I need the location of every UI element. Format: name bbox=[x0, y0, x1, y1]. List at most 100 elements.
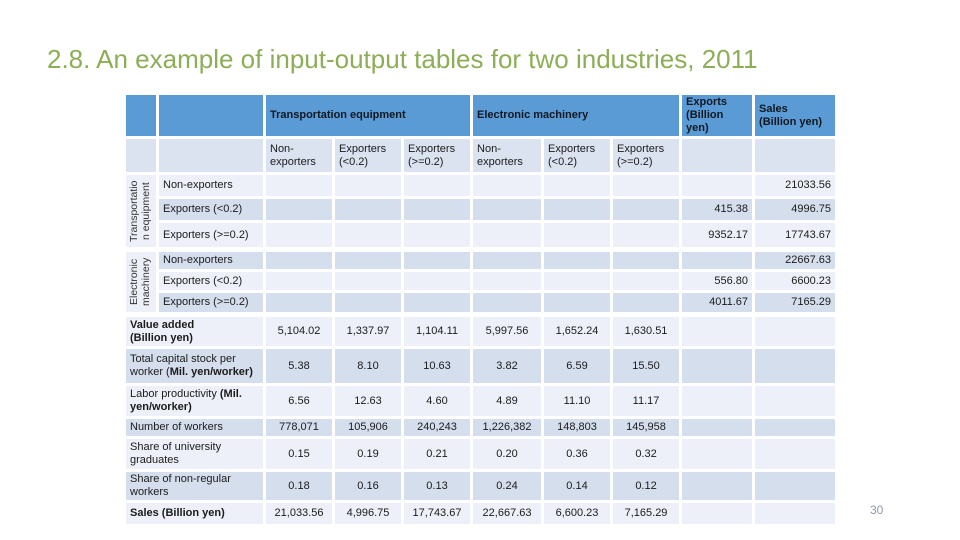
stat-value-cell: 22,667.63 bbox=[473, 503, 542, 524]
stat-row-label: Labor productivity (Mil. yen/worker) bbox=[126, 386, 263, 416]
empty-cell bbox=[335, 272, 401, 290]
stat-value-cell: 240,243 bbox=[404, 419, 471, 436]
empty-cell bbox=[266, 293, 332, 312]
empty-cell bbox=[266, 250, 332, 269]
empty-cell bbox=[682, 419, 753, 436]
table-row: Number of workers 778,071 105,906 240,24… bbox=[126, 419, 836, 436]
empty-cell bbox=[335, 199, 401, 220]
empty-cell bbox=[159, 139, 263, 172]
empty-cell bbox=[126, 95, 156, 136]
col-header-exports: Exports (Billion yen) bbox=[682, 95, 753, 136]
exports-header-line2: (Billion yen) bbox=[686, 109, 724, 134]
empty-cell bbox=[755, 139, 836, 172]
empty-cell bbox=[404, 250, 471, 269]
empty-cell bbox=[682, 472, 753, 500]
empty-cell bbox=[682, 439, 753, 469]
stat-value-cell: 6.56 bbox=[266, 386, 332, 416]
empty-cell bbox=[682, 386, 753, 416]
empty-cell bbox=[473, 175, 542, 196]
stat-label-line1: Value added bbox=[130, 318, 195, 331]
table-row: Labor productivity (Mil. yen/worker) 6.5… bbox=[126, 386, 836, 416]
exports-value-cell: 9352.17 bbox=[682, 223, 753, 247]
subcol-header-em-exporters-ge02: Exporters (>=0.2) bbox=[613, 139, 680, 172]
empty-cell bbox=[755, 419, 836, 436]
table-row: Exporters (>=0.2) 9352.17 17743.67 bbox=[126, 223, 836, 247]
stat-value-cell: 0.36 bbox=[544, 439, 611, 469]
stat-value-cell: 0.13 bbox=[404, 472, 471, 500]
subcol-header-te-exporters-ge02: Exporters (>=0.2) bbox=[404, 139, 471, 172]
row-label: Exporters (>=0.2) bbox=[159, 293, 263, 312]
table-row: Exporters (<0.2) 415.38 4996.75 bbox=[126, 199, 836, 220]
empty-cell bbox=[404, 199, 471, 220]
empty-cell bbox=[473, 199, 542, 220]
empty-cell bbox=[544, 250, 611, 269]
empty-cell bbox=[266, 272, 332, 290]
page-number: 30 bbox=[870, 503, 884, 517]
exports-value-cell: 556.80 bbox=[682, 272, 753, 290]
empty-cell bbox=[335, 223, 401, 247]
stat-value-cell: 5,104.02 bbox=[266, 315, 332, 346]
stat-value-cell: 1,652.24 bbox=[544, 315, 611, 346]
row-label: Exporters (>=0.2) bbox=[159, 223, 263, 247]
empty-cell bbox=[473, 293, 542, 312]
exports-value-cell bbox=[682, 250, 753, 269]
empty-cell bbox=[544, 293, 611, 312]
empty-cell bbox=[613, 293, 680, 312]
stat-value-cell: 145,958 bbox=[613, 419, 680, 436]
stat-value-cell: 10.63 bbox=[404, 349, 471, 383]
empty-cell bbox=[544, 223, 611, 247]
empty-cell bbox=[473, 250, 542, 269]
stat-value-cell: 8.10 bbox=[335, 349, 401, 383]
empty-cell bbox=[159, 95, 263, 136]
empty-cell bbox=[755, 439, 836, 469]
empty-cell bbox=[404, 293, 471, 312]
table-row: Share of university graduates 0.15 0.19 … bbox=[126, 439, 836, 469]
sales-header-line1: Sales bbox=[759, 102, 788, 115]
sales-value-cell: 22667.63 bbox=[755, 250, 836, 269]
row-label: Non-exporters bbox=[159, 175, 263, 196]
stat-row-label: Number of workers bbox=[126, 419, 263, 436]
subcol-header-te-exporters-lt02: Exporters (<0.2) bbox=[335, 139, 401, 172]
stat-row-label: Share of university graduates bbox=[126, 439, 263, 469]
table-row: Transportation equipment Non-exporters 2… bbox=[126, 175, 836, 247]
stat-value-cell: 6.59 bbox=[544, 349, 611, 383]
stat-value-cell: 7,165.29 bbox=[613, 503, 680, 524]
stat-value-cell: 1,104.11 bbox=[404, 315, 471, 346]
stat-label-text: Labor productivity bbox=[130, 388, 220, 400]
sales-value-cell: 6600.23 bbox=[755, 272, 836, 290]
stat-value-cell: 0.16 bbox=[335, 472, 401, 500]
empty-cell bbox=[126, 139, 156, 172]
empty-cell bbox=[266, 199, 332, 220]
row-label: Non-exporters bbox=[159, 250, 263, 269]
stat-label-bold: (Mil. yen/worker) bbox=[130, 388, 242, 413]
table-row: Share of non-regular workers 0.18 0.16 0… bbox=[126, 472, 836, 500]
stat-value-cell: 0.15 bbox=[266, 439, 332, 469]
empty-cell bbox=[682, 315, 753, 346]
stat-value-cell: 21,033.56 bbox=[266, 503, 332, 524]
empty-cell bbox=[755, 503, 836, 524]
empty-cell bbox=[544, 272, 611, 290]
sales-value-cell: 7165.29 bbox=[755, 293, 836, 312]
stat-value-cell: 15.50 bbox=[613, 349, 680, 383]
stat-row-label: Sales (Billion yen) bbox=[126, 503, 263, 524]
empty-cell bbox=[473, 223, 542, 247]
stat-value-cell: 0.32 bbox=[613, 439, 680, 469]
empty-cell bbox=[613, 272, 680, 290]
exports-value-cell: 415.38 bbox=[682, 199, 753, 220]
sales-header-line2: (Billion yen) bbox=[759, 115, 822, 128]
stat-value-cell: 0.14 bbox=[544, 472, 611, 500]
table-row: Total capital stock per worker (Mil. yen… bbox=[126, 349, 836, 383]
stat-value-cell: 1,630.51 bbox=[613, 315, 680, 346]
subcol-header-em-non-exporters: Non-exporters bbox=[473, 139, 542, 172]
stat-value-cell: 0.12 bbox=[613, 472, 680, 500]
stat-value-cell: 0.24 bbox=[473, 472, 542, 500]
stat-value-cell: 1,337.97 bbox=[335, 315, 401, 346]
stat-value-cell: 778,071 bbox=[266, 419, 332, 436]
slide-title: 2.8. An example of input-output tables f… bbox=[47, 44, 758, 74]
col-header-sales: Sales (Billion yen) bbox=[755, 95, 836, 136]
stat-row-label: Value added (Billion yen) bbox=[126, 315, 263, 346]
stat-value-cell: 11.10 bbox=[544, 386, 611, 416]
stat-value-cell: 0.21 bbox=[404, 439, 471, 469]
stat-label-line2: (Billion yen) bbox=[130, 331, 193, 344]
